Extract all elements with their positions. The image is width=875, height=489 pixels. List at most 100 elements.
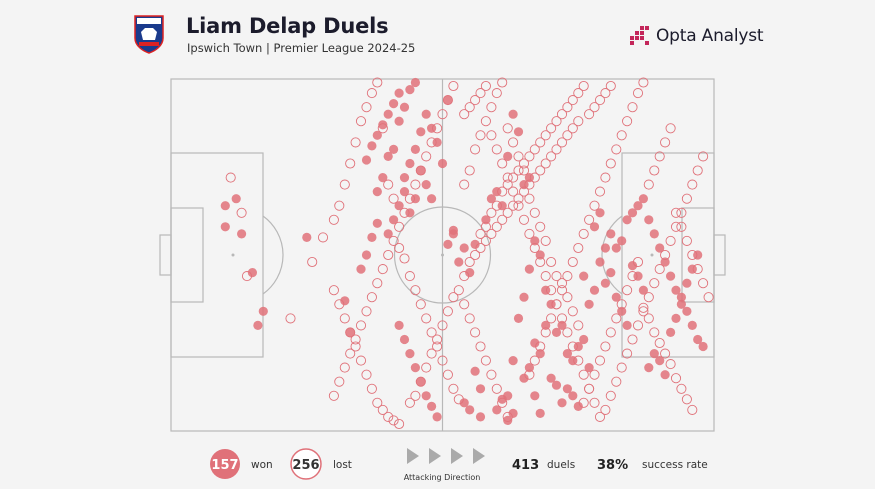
- legend-lost: 256 lost: [290, 448, 352, 480]
- won-duel-point: [671, 285, 681, 295]
- won-duel-point: [475, 384, 486, 394]
- won-duel-point: [399, 173, 410, 183]
- lost-duel-point: [535, 221, 546, 232]
- won-duel-point: [551, 380, 562, 390]
- lost-duel-point: [518, 165, 530, 176]
- won-duel-point: [600, 243, 611, 253]
- won-duel-point: [546, 299, 556, 309]
- won-duel-point: [302, 232, 312, 242]
- lost-duel-point: [567, 95, 578, 106]
- opta-analyst-logo: Opta Analyst: [628, 22, 764, 50]
- lost-duel-point: [594, 355, 606, 366]
- lost-duel-point: [551, 116, 562, 127]
- lost-duel-point: [616, 130, 627, 141]
- won-duel-point: [671, 313, 681, 323]
- won-duel-point: [660, 257, 670, 267]
- lost-duel-point: [524, 151, 535, 162]
- won-duel-point: [660, 370, 670, 380]
- won-duel-point: [611, 243, 621, 253]
- won-duel-point: [492, 405, 502, 415]
- legend-lost-label: lost: [333, 459, 352, 471]
- legend-lost-count: 256: [292, 458, 319, 473]
- lost-duel-point: [366, 292, 377, 303]
- lost-duel-point: [562, 271, 573, 282]
- lost-duel-point: [328, 214, 339, 225]
- lost-duel-point: [562, 130, 573, 141]
- centre-spot: [441, 253, 444, 257]
- lost-duel-point: [681, 235, 692, 246]
- lost-duel-point: [562, 292, 573, 303]
- won-duel-point: [649, 229, 659, 239]
- won-duel-point: [389, 215, 399, 225]
- won-duel-point: [389, 144, 399, 154]
- lost-duel-point: [377, 264, 388, 275]
- lost-duel-point: [540, 158, 551, 169]
- lost-duel-point: [605, 327, 616, 338]
- lost-duel-point: [627, 102, 638, 113]
- lost-duel-point: [459, 109, 470, 120]
- lost-duel-point: [622, 285, 633, 296]
- lost-duel-point: [665, 235, 676, 246]
- won-duel-point: [644, 363, 654, 373]
- lost-duel-point: [518, 158, 530, 169]
- won-duel-point: [557, 320, 567, 330]
- won-duel-point: [405, 208, 415, 218]
- lost-duel-point: [584, 109, 595, 120]
- lost-duel-point: [529, 355, 540, 366]
- lost-duel-point: [632, 88, 644, 99]
- lost-duel-point: [453, 285, 464, 296]
- won-duel-point: [617, 306, 627, 316]
- won-duel-point: [394, 116, 404, 126]
- lost-duel-point: [421, 313, 432, 324]
- lost-duel-point: [676, 221, 687, 232]
- lost-duel-point: [681, 394, 692, 405]
- won-duel-point: [410, 363, 420, 373]
- won-duel-point: [356, 264, 366, 274]
- lost-duel-point: [415, 376, 426, 387]
- won-duel-point: [557, 398, 567, 408]
- lost-duel-point: [475, 88, 486, 99]
- chart-subtitle: Ipswich Town | Premier League 2024-25: [187, 41, 416, 55]
- won-duel-point: [519, 292, 529, 302]
- won-duel-point: [693, 334, 703, 345]
- lost-duel-point: [681, 193, 692, 204]
- lost-duel-point: [556, 109, 568, 120]
- lost-duel-point: [404, 271, 415, 282]
- won-duel-point: [443, 239, 453, 249]
- lost-duel-point: [388, 415, 399, 426]
- lost-duel-point: [459, 179, 470, 190]
- won-duel-point: [465, 405, 475, 415]
- lost-duel-point: [497, 77, 508, 88]
- won-duel-point: [253, 320, 263, 330]
- lost-duel-point: [643, 292, 654, 303]
- lost-duel-point: [703, 292, 714, 303]
- won-duel-point: [367, 141, 377, 151]
- right-penalty-arc: [601, 215, 623, 295]
- lost-duel-point: [654, 151, 665, 162]
- won-duel-point: [535, 349, 545, 359]
- lost-duel-point: [687, 179, 698, 190]
- lost-duel-point: [589, 397, 600, 408]
- lost-duel-point: [350, 334, 361, 345]
- direction-arrow-icon: [407, 448, 419, 464]
- lost-duel-point: [394, 242, 405, 254]
- lost-duel-point: [665, 359, 676, 370]
- won-duel-point: [530, 338, 540, 348]
- won-duel-point: [383, 151, 393, 161]
- lost-duel-point: [600, 88, 611, 99]
- lost-duel-point: [589, 369, 600, 380]
- won-duel-point: [551, 327, 562, 337]
- won-duel-point: [372, 218, 382, 228]
- lost-duel-point: [339, 179, 350, 190]
- lost-duel-point: [388, 193, 399, 204]
- won-duel-point: [579, 271, 589, 281]
- lost-duel-point: [432, 334, 443, 345]
- won-duel-point: [611, 292, 621, 302]
- won-duels-layer: [220, 77, 708, 425]
- won-duel-point: [530, 236, 540, 246]
- lost-duel-point: [605, 80, 616, 92]
- lost-duel-point: [486, 130, 497, 141]
- won-duel-point: [481, 215, 491, 225]
- lost-duel-point: [573, 116, 584, 127]
- won-duel-point: [454, 257, 464, 267]
